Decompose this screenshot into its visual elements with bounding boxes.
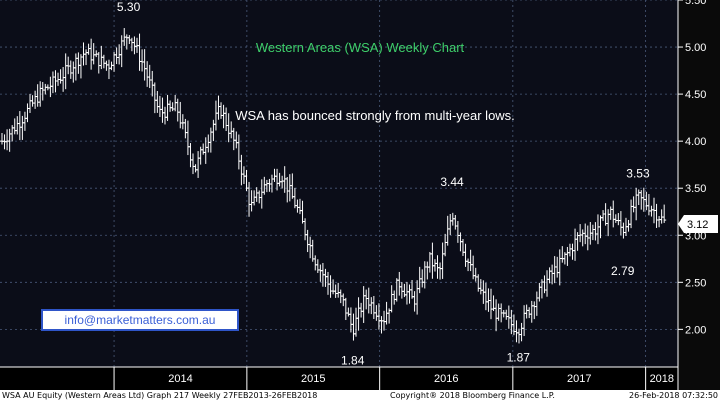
footer-security-info: WSA AU Equity (Western Areas Ltd) Graph …: [2, 391, 318, 400]
y-tick-label: 3.50: [685, 183, 706, 195]
watermark-email: info@marketmatters.com.au: [65, 313, 216, 327]
watermark-box: info@marketmatters.com.au: [41, 309, 239, 331]
y-tick-label: 4.50: [685, 89, 706, 101]
y-tick-label: 5.50: [685, 0, 706, 7]
annotation-label: 3.44: [440, 175, 464, 189]
x-tick-label: 2017: [567, 373, 591, 385]
y-tick-label: 3.00: [685, 230, 706, 242]
footer-copyright: Copyright® 2018 Bloomberg Finance L.P.: [390, 391, 555, 400]
chart-title: Western Areas (WSA) Weekly Chart: [256, 40, 465, 55]
last-price-marker: 3.12: [678, 214, 718, 233]
chart-subtitle: WSA has bounced strongly from multi-year…: [235, 108, 515, 123]
x-tick-label: 2016: [434, 373, 458, 385]
annotation-label: 3.53: [626, 166, 650, 180]
x-tick-label: 2014: [168, 373, 192, 385]
annotations: 5.30 1.84 3.44 1.87 3.53 2.79: [117, 0, 650, 367]
annotation-label: 1.87: [507, 351, 531, 365]
y-tick-label: 2.50: [685, 277, 706, 289]
y-tick-label: 4.00: [685, 136, 706, 148]
x-tick-label: 2015: [301, 373, 325, 385]
axes: 2.00 2.50 3.00 3.50 4.00 4.50 5.00 5.50 2014 2015…: [0, 0, 707, 390]
ohlc-bar: [662, 204, 667, 223]
grid: [0, 0, 678, 367]
y-tick-label: 2.00: [685, 324, 706, 336]
footer-bar: WSA AU Equity (Western Areas Ltd) Graph …: [0, 390, 720, 402]
last-price-label: 3.12: [687, 219, 708, 231]
annotation-label: 5.30: [117, 0, 141, 14]
y-tick-label: 5.00: [685, 42, 706, 54]
annotation-label: 1.84: [341, 353, 365, 367]
price-bars: [0, 28, 667, 344]
annotation-label: 2.79: [611, 264, 635, 278]
x-tick-label: 2018: [650, 373, 674, 385]
footer-timestamp: 26-Feb-2018 07:32:50: [629, 391, 718, 400]
